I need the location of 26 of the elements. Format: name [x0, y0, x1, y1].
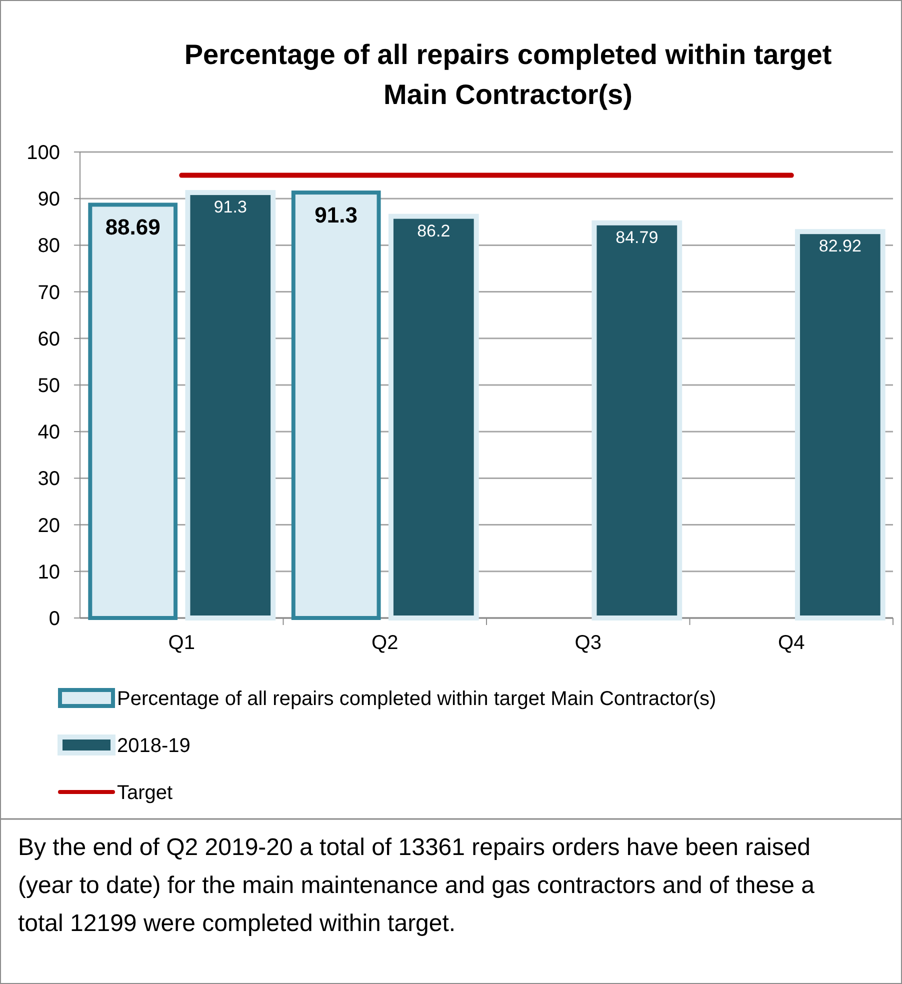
y-tick-label: 90: [38, 188, 60, 211]
y-tick-label: 60: [38, 328, 60, 350]
y-tick-label: 10: [38, 561, 60, 584]
y-tick-label: 20: [38, 514, 60, 537]
legend-label: Target: [117, 782, 174, 804]
y-tick-label: 50: [38, 375, 60, 397]
data-label: 84.79: [616, 228, 658, 247]
text: By the end of Q2 2019-20 a total of 13361 repairs orders have been raised (year to date) for the main maintenance and gas contractors and of these a total 12199 were completed within target.: [18, 834, 816, 937]
x-tick-label: Q4: [778, 632, 805, 654]
y-tick-label: 70: [38, 282, 60, 304]
x-tick-label: Q2: [372, 632, 398, 654]
legend-label: 2018-19: [117, 735, 190, 757]
legend-label: Percentage of all repairs completed within target Main Contractor(s): [117, 688, 716, 710]
data-label: 91.3: [314, 202, 358, 228]
y-tick-label: 80: [38, 235, 60, 258]
data-label: 88.69: [105, 214, 160, 240]
data-label: 91.3: [214, 198, 247, 217]
y-tick-label: 40: [38, 422, 60, 444]
y-tick-label: 30: [38, 468, 60, 490]
x-tick-label: Q3: [574, 632, 602, 654]
data-label: 86.2: [417, 221, 450, 240]
y-tick-label: 0: [48, 608, 60, 630]
data-label: 82.92: [818, 236, 862, 256]
chart-title: Percentage of all repairs completed within target Main Contractor(s): [184, 39, 832, 110]
y-tick-label: 100: [26, 142, 60, 164]
x-tick-label: Q1: [168, 632, 195, 654]
